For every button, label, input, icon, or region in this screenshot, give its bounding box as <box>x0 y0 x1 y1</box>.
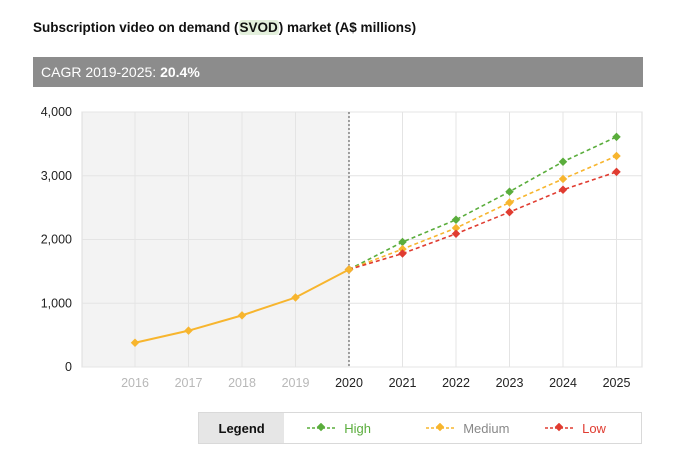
data-point-actual <box>184 326 193 335</box>
legend-item-medium: Medium <box>425 421 522 436</box>
x-tick-label: 2017 <box>175 376 203 390</box>
chart-title: Subscription video on demand (SVOD) mark… <box>33 20 416 35</box>
series-line-medium <box>348 155 617 271</box>
data-point-high <box>398 237 407 247</box>
y-tick-label: 2,000 <box>41 233 72 247</box>
y-tick-label: 3,000 <box>41 169 72 183</box>
data-point-actual <box>344 265 354 274</box>
data-point-high <box>505 187 514 196</box>
data-point-medium <box>505 198 514 207</box>
title-text-pre: Subscription video on demand ( <box>33 20 239 35</box>
x-tick-label: 2016 <box>121 376 149 390</box>
data-point-actual <box>237 311 247 320</box>
cagr-value: 20.4% <box>160 64 200 80</box>
cagr-banner: CAGR 2019-2025: 20.4% <box>33 57 643 87</box>
data-point-high <box>451 215 461 224</box>
legend-label-high: High <box>344 420 372 436</box>
legend-swatch-medium <box>426 423 457 432</box>
y-tick-label: 1,000 <box>41 296 72 310</box>
title-text-post: ) market (A$ millions) <box>278 20 417 35</box>
data-point-low <box>558 185 568 195</box>
legend-label-low: Low <box>582 420 606 436</box>
x-tick-label: 2021 <box>389 376 417 390</box>
x-tick-label: 2019 <box>282 376 310 390</box>
legend-title: Legend <box>199 413 285 443</box>
y-tick-label: 4,000 <box>41 105 72 119</box>
legend-item-low: Low <box>544 421 641 436</box>
data-point-high <box>612 132 621 142</box>
y-tick-label: 0 <box>65 360 72 374</box>
x-tick-label: 2023 <box>496 376 524 390</box>
legend: Legend High Medium Low <box>198 412 642 444</box>
x-tick-label: 2022 <box>442 376 470 390</box>
data-point-actual <box>291 293 300 302</box>
data-point-low <box>505 207 514 217</box>
series-line-low <box>348 171 617 271</box>
x-tick-label: 2020 <box>335 376 363 390</box>
data-point-medium <box>398 244 407 254</box>
data-point-medium <box>612 151 621 161</box>
legend-swatch-low <box>545 423 576 432</box>
title-highlight-svod: SVOD <box>238 20 279 35</box>
cagr-label: CAGR 2019-2025: <box>41 64 161 80</box>
data-point-actual <box>130 338 140 348</box>
x-tick-label: 2024 <box>549 376 577 390</box>
x-tick-label: 2025 <box>603 376 631 390</box>
data-point-medium <box>451 223 461 233</box>
data-point-high <box>558 157 568 166</box>
data-point-low <box>612 167 621 177</box>
data-point-low <box>398 249 407 258</box>
x-tick-label: 2018 <box>228 376 256 390</box>
legend-swatch-high <box>307 423 338 432</box>
series-line-high <box>348 136 617 271</box>
legend-label-medium: Medium <box>463 420 510 436</box>
legend-item-high: High <box>306 421 403 436</box>
data-point-low <box>451 229 461 239</box>
